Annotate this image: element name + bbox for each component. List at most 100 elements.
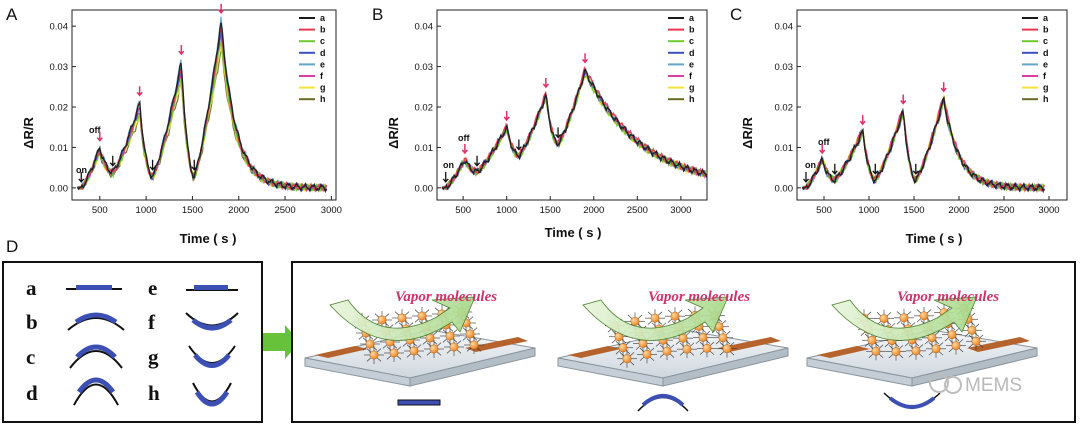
- nanoparticle: [971, 336, 981, 346]
- arrow-down-icon: [218, 3, 225, 14]
- sensor-schematic: Vapor molecules: [806, 289, 1038, 409]
- substrate-edge: [911, 347, 1038, 387]
- legend-label-g: g: [1043, 83, 1049, 93]
- x-tick-label: 1500: [903, 205, 924, 216]
- bent-film-icon: [192, 382, 232, 407]
- x-tick-label: 1500: [540, 205, 561, 216]
- nanoparticle: [618, 343, 628, 353]
- series-line-c: [441, 75, 708, 190]
- nanoparticle: [365, 339, 375, 349]
- arrow-down-icon: [542, 78, 549, 89]
- x-tick-label: 2500: [274, 205, 295, 216]
- x-tick-label: 500: [816, 205, 832, 216]
- panel-letter-a: A: [6, 5, 18, 24]
- legend-label-g: g: [689, 83, 695, 93]
- legend-label-d: d: [320, 48, 326, 58]
- key-label: e: [148, 276, 157, 300]
- x-tick-label: 2500: [993, 205, 1014, 216]
- nanoparticle: [449, 342, 459, 352]
- arrow-down-icon: [149, 159, 156, 171]
- key-label: b: [26, 310, 38, 334]
- legend-label-b: b: [320, 25, 326, 35]
- nanoparticle: [682, 344, 692, 354]
- legend-label-d: d: [689, 48, 695, 58]
- flat-film-icon: [397, 399, 441, 406]
- x-tick-label: 3000: [1038, 205, 1059, 216]
- key-label: d: [26, 381, 38, 405]
- legend-label-c: c: [689, 36, 694, 46]
- x-tick-label: 1500: [182, 205, 203, 216]
- x-axis-title: Time ( s ): [545, 225, 602, 240]
- legend-label-h: h: [689, 94, 695, 104]
- series-line-b: [441, 66, 707, 191]
- electrode: [817, 346, 870, 358]
- nanoparticle: [465, 329, 475, 339]
- arrow-down-icon: [872, 163, 879, 175]
- nanoparticle: [630, 316, 640, 326]
- x-axis-title: Time ( s ): [906, 231, 963, 246]
- legend-label-a: a: [689, 13, 695, 23]
- series-line-f: [802, 96, 1045, 193]
- nanoparticle: [429, 344, 439, 354]
- nanoparticle: [377, 315, 387, 325]
- x-tick-label: 1000: [858, 205, 879, 216]
- panel-letter-b: B: [372, 5, 383, 24]
- arrow-down-icon: [803, 171, 809, 183]
- electrode: [315, 346, 368, 358]
- nanoparticle: [911, 346, 921, 356]
- off-label: off: [818, 137, 830, 147]
- flat-film-icon: [186, 285, 238, 291]
- y-tick-label: 0.03: [775, 62, 794, 73]
- vapor-caption: Vapor molecules: [897, 289, 999, 305]
- legend-label-d: d: [1043, 48, 1049, 58]
- nanoparticle: [947, 330, 957, 340]
- nanoparticle: [670, 311, 680, 321]
- series-line-g: [441, 74, 708, 190]
- nanoparticle: [867, 335, 877, 345]
- bent-film-icon: [888, 396, 936, 409]
- arrow-down-icon: [859, 115, 866, 126]
- legend-label-e: e: [320, 59, 325, 69]
- electrode: [465, 337, 528, 352]
- series-line-f: [442, 69, 708, 191]
- nanoparticle: [871, 346, 881, 356]
- arrow-down-icon: [96, 131, 103, 142]
- arrow-down-icon: [442, 171, 449, 183]
- key-label: c: [26, 345, 35, 369]
- key-label: f: [148, 310, 156, 334]
- y-tick-label: 0.04: [50, 22, 69, 33]
- nanoparticle: [702, 343, 712, 353]
- panel-letter-d: D: [6, 237, 18, 256]
- bent-film-icon: [641, 394, 685, 407]
- key-label: h: [148, 381, 160, 405]
- y-tick-label: 0.04: [775, 22, 794, 33]
- arrow-down-icon: [515, 139, 522, 151]
- watermark: MEMS: [929, 373, 1022, 396]
- y-tick-label: 0.00: [775, 183, 794, 194]
- arrow-down-icon: [831, 163, 838, 175]
- off-label: off: [89, 125, 101, 135]
- arrow-down-icon: [819, 144, 826, 155]
- y-tick-label: 0.01: [50, 143, 69, 154]
- bent-film-icon: [188, 345, 236, 368]
- substrate-edge: [662, 347, 789, 387]
- y-tick-label: 0.04: [415, 22, 434, 33]
- x-tick-label: 500: [92, 205, 108, 216]
- off-label: off: [458, 133, 470, 143]
- nanoparticle: [967, 325, 977, 335]
- bent-film-icon: [69, 344, 123, 369]
- y-axis-title: ΔR/R: [21, 117, 36, 149]
- arrow-down-icon: [78, 171, 85, 183]
- bent-film-icon: [73, 377, 119, 406]
- nanoparticle: [650, 313, 660, 323]
- y-tick-label: 0.03: [415, 62, 434, 73]
- arrow-down-icon: [900, 94, 907, 105]
- series-line-e: [77, 16, 327, 192]
- series-line-a: [441, 68, 708, 191]
- legend-label-f: f: [1043, 71, 1047, 81]
- sensor-schematic: Vapor molecules: [304, 289, 536, 406]
